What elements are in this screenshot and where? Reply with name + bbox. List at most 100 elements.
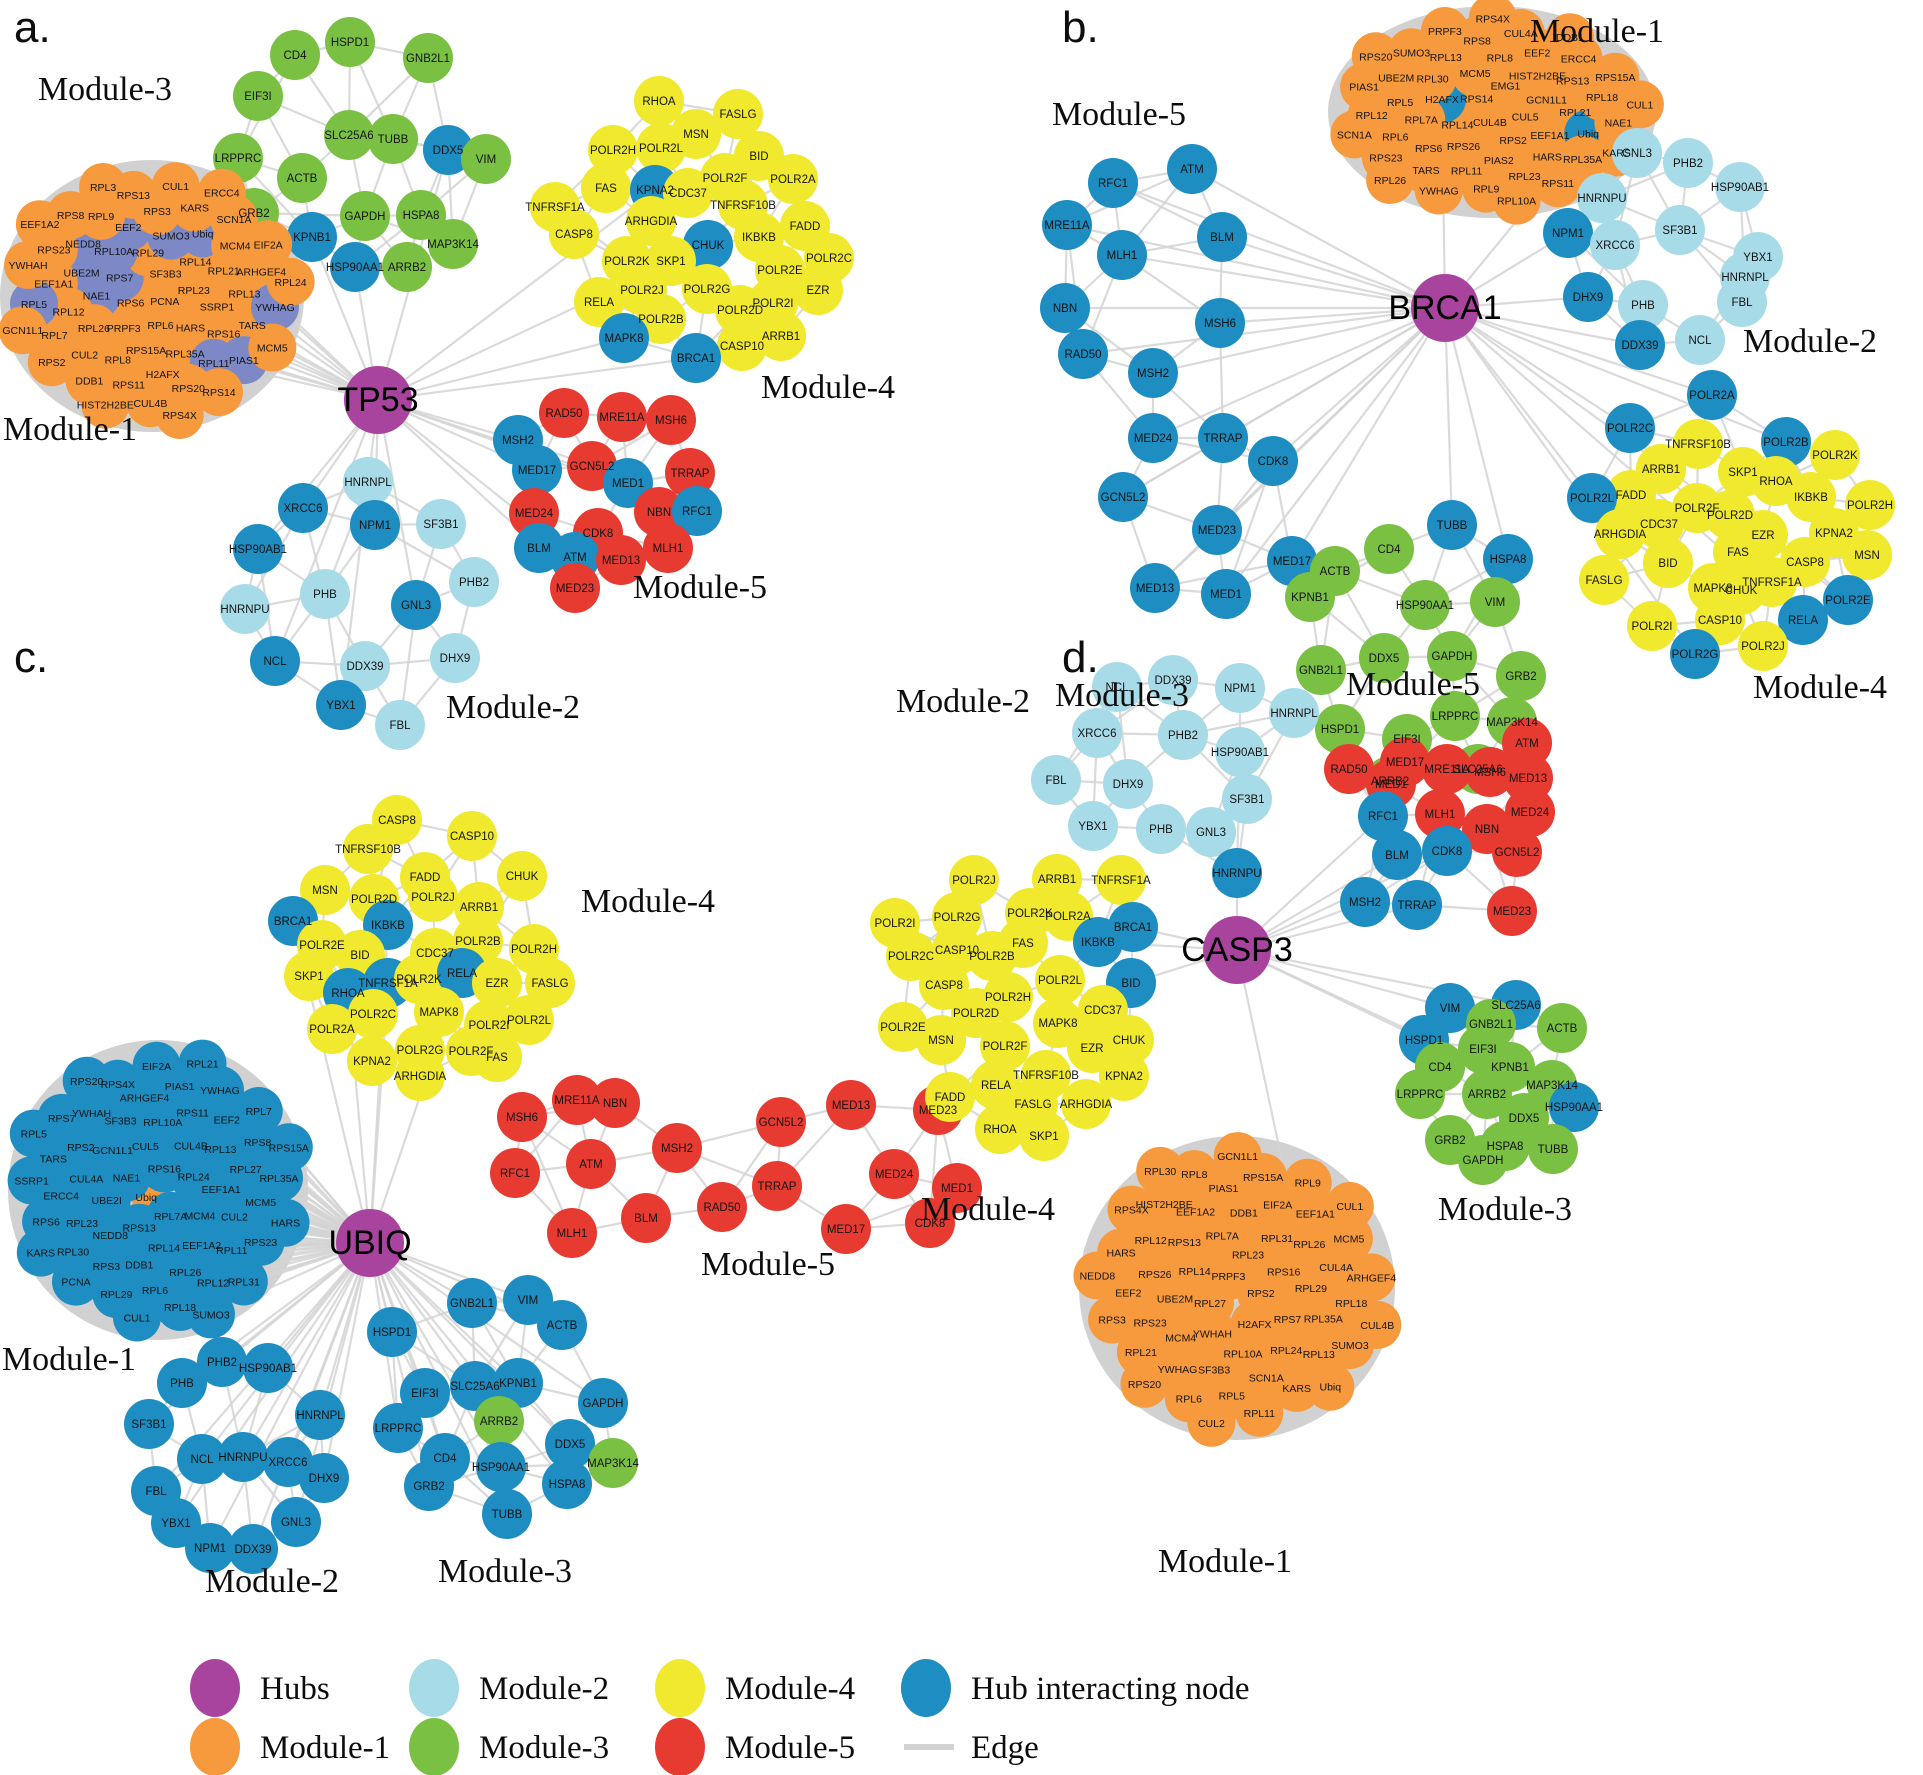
node-a-RFC1 xyxy=(672,486,722,536)
node-label-a-RPL6: RPL6 xyxy=(147,320,173,332)
hub-edge xyxy=(1444,307,1696,655)
legend-label-edge: Edge xyxy=(971,1730,1039,1766)
hub-edge xyxy=(1444,306,1713,397)
node-label-a-POLR2D: POLR2D xyxy=(717,305,763,317)
node-label-d-CD4: CD4 xyxy=(1428,1062,1452,1074)
node-label-a-RPS2: RPS2 xyxy=(38,357,66,369)
node-label-a-RPL29: RPL29 xyxy=(132,247,164,259)
hub-edge xyxy=(377,356,697,402)
legend-label-hub-interacting-node: Hub interacting node xyxy=(971,1671,1250,1707)
legend-label-hubs: Hubs xyxy=(260,1671,330,1707)
node-label-b-SF3B1: SF3B1 xyxy=(1662,225,1697,237)
node-label-a-MAP3K14: MAP3K14 xyxy=(427,239,479,251)
node-label-a-MCM4: MCM4 xyxy=(220,241,251,253)
node-label-c-YBX1: YBX1 xyxy=(161,1518,190,1530)
node-label-b-RPL12: RPL12 xyxy=(1356,110,1388,122)
node-label-b-RPL13: RPL13 xyxy=(1430,52,1462,64)
node-label-b-EEF2: EEF2 xyxy=(1524,47,1550,59)
hub-edge xyxy=(1191,168,1446,309)
node-label-c-HARS: HARS xyxy=(271,1218,300,1230)
node-label-a-RPS7: RPS7 xyxy=(106,273,134,285)
node-a-HNRNPU xyxy=(220,584,270,634)
module-label-b-Module-5: Module-5 xyxy=(1052,96,1186,133)
node-label-d-NEDD8: NEDD8 xyxy=(1080,1271,1116,1283)
node-d-RPL30 xyxy=(1136,1146,1185,1195)
node-d-HNRNPL xyxy=(1269,688,1319,738)
node-label-a-TARS: TARS xyxy=(239,320,266,332)
node-label-a-ARHGEF4: ARHGEF4 xyxy=(237,266,287,278)
node-label-a-RPL10A: RPL10A xyxy=(94,246,133,258)
node-label-d-GCN5L2: GCN5L2 xyxy=(1495,847,1540,859)
node-label-d-RPL27: RPL27 xyxy=(1194,1298,1226,1310)
node-label-b-RPS20: RPS20 xyxy=(1359,51,1392,63)
node-label-d-TRRAP: TRRAP xyxy=(1398,900,1437,912)
node-label-b-EZR: EZR xyxy=(1752,530,1775,542)
node-label-a-BLM: BLM xyxy=(527,543,551,555)
node-c-RPL21 xyxy=(178,1039,227,1088)
node-label-c-CHUK: CHUK xyxy=(506,871,539,883)
node-d-NCL xyxy=(1092,662,1142,712)
node-label-b-ARRB2: ARRB2 xyxy=(1371,776,1409,788)
node-label-b-RPL6: RPL6 xyxy=(1382,132,1408,144)
node-label-d-KARS: KARS xyxy=(1282,1383,1311,1395)
node-label-d-RPL21: RPL21 xyxy=(1125,1347,1157,1359)
node-c-GCN5L2 xyxy=(756,1097,806,1147)
node-label-c-RAD50: RAD50 xyxy=(703,1202,740,1214)
node-label-b-RPL7A: RPL7A xyxy=(1405,115,1438,127)
hub-edge xyxy=(377,336,625,402)
node-label-b-MAP3K14: MAP3K14 xyxy=(1486,717,1538,729)
node-label-c-EIF3I: EIF3I xyxy=(411,1388,438,1400)
node-label-c-NCL: NCL xyxy=(190,1454,214,1466)
node-label-d-RPL29: RPL29 xyxy=(1295,1283,1327,1295)
node-label-d-VIM: VIM xyxy=(1440,1003,1460,1015)
node-label-b-RPS23: RPS23 xyxy=(1369,153,1402,165)
node-label-a-FBL: FBL xyxy=(389,720,411,732)
node-a-CASP10 xyxy=(717,321,767,371)
node-b-GNL3 xyxy=(1612,128,1662,178)
node-label-b-HIST2H2BE: HIST2H2BE xyxy=(1509,70,1566,82)
module-label-a-Module-4: Module-4 xyxy=(761,369,895,406)
node-label-d-MED23: MED23 xyxy=(1493,906,1531,918)
node-label-d-RPL14: RPL14 xyxy=(1179,1266,1211,1278)
node-label-b-MED1: MED1 xyxy=(1210,589,1242,601)
node-c-GAPDH xyxy=(578,1378,628,1428)
node-label-b-RPL23: RPL23 xyxy=(1508,171,1540,183)
node-label-b-CD4: CD4 xyxy=(1377,544,1401,556)
node-label-c-MAPK8: MAPK8 xyxy=(420,1007,459,1019)
node-label-c-DHX9: DHX9 xyxy=(309,1473,340,1485)
node-label-a-MED1: MED1 xyxy=(612,478,644,490)
node-b-CDK8 xyxy=(1248,436,1298,486)
node-a-RPS4X xyxy=(155,391,204,439)
node-c-FAS xyxy=(472,1032,522,1082)
node-b-TNFRSF1A xyxy=(1747,557,1797,607)
node-c-SSRP1 xyxy=(7,1156,56,1205)
node-c-POLR2J xyxy=(408,872,458,922)
node-label-a-TUBB: TUBB xyxy=(378,134,409,146)
hub-edge xyxy=(242,1242,371,1458)
node-label-b-TUBB: TUBB xyxy=(1437,520,1468,532)
node-d-RPS3 xyxy=(1088,1295,1137,1344)
node-label-b-NBN: NBN xyxy=(1053,303,1077,315)
node-label-d-CDC37: CDC37 xyxy=(1084,1005,1122,1017)
node-c-MED17 xyxy=(821,1204,871,1254)
node-label-d-MAP3K14: MAP3K14 xyxy=(1526,1080,1578,1092)
node-b-PRPF3 xyxy=(1420,7,1469,55)
node-label-c-RPL18: RPL18 xyxy=(164,1302,196,1314)
node-label-c-RFC1: RFC1 xyxy=(500,1168,530,1180)
node-b-RPL26 xyxy=(1366,156,1415,204)
node-label-d-FAS: FAS xyxy=(1012,938,1034,950)
legend-label-module-4: Module-4 xyxy=(725,1671,855,1707)
node-label-a-RPL23: RPL23 xyxy=(178,285,210,297)
node-a-ARRB1 xyxy=(756,311,806,361)
node-label-c-EIF2A: EIF2A xyxy=(142,1061,171,1073)
node-c-GRB2 xyxy=(404,1461,454,1511)
node-label-d-EEF2: EEF2 xyxy=(1115,1287,1141,1299)
node-label-a-POLR2C: POLR2C xyxy=(806,253,852,265)
node-b-HSP90AB1 xyxy=(1715,162,1765,212)
node-d-Ubiq xyxy=(1306,1362,1355,1411)
node-b-LRPPRC xyxy=(1430,691,1480,741)
module-label-d-Module-4: Module-4 xyxy=(921,1191,1055,1228)
node-label-c-ACTB: ACTB xyxy=(547,1320,578,1332)
node-label-b-NCL: NCL xyxy=(1688,335,1712,347)
node-label-d-DHX9: DHX9 xyxy=(1113,779,1144,791)
